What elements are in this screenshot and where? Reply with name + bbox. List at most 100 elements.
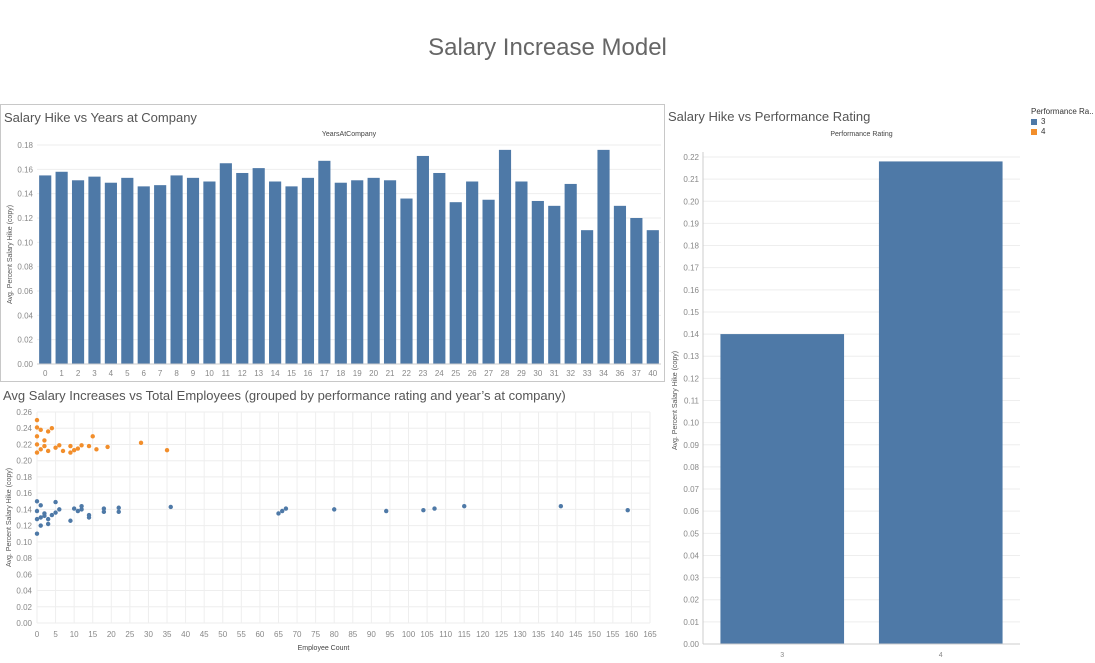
- scatter-ytick-label: 0.22: [16, 440, 32, 449]
- year-bar: [71, 180, 85, 364]
- year-bar: [433, 172, 446, 364]
- year-bar: [252, 168, 265, 364]
- perf-ytick-label: 0.01: [683, 618, 699, 627]
- perf-column-header: Performance Rating: [830, 131, 892, 138]
- year-bar: [219, 163, 232, 364]
- year-tick-label: 8: [174, 369, 179, 378]
- scatter-point-rating-4: [53, 445, 58, 450]
- scatter-point-rating-4: [68, 450, 73, 455]
- year-bar: [482, 199, 495, 364]
- legend-item-3[interactable]: 3: [1031, 117, 1094, 126]
- scatter-ytick-label: 0.26: [16, 408, 32, 417]
- year-tick-label: 21: [386, 369, 395, 378]
- year-bar: [581, 230, 594, 364]
- scatter-point-rating-4: [90, 434, 95, 439]
- perf-ytick-label: 0.02: [683, 596, 699, 605]
- scatter-point-rating-4: [42, 443, 47, 449]
- year-tick-label: 0: [43, 369, 48, 378]
- scatter-point-rating-3: [101, 509, 107, 515]
- scatter-ytick-label: 0.12: [16, 522, 32, 531]
- scatter-ytick-label: 0.18: [16, 473, 32, 482]
- year-bar: [154, 185, 167, 364]
- year-bar: [531, 200, 544, 364]
- scatter-ytick-label: 0.20: [16, 457, 32, 466]
- scatter-xtick-label: 80: [330, 630, 339, 639]
- scatter-xtick-label: 0: [35, 630, 40, 639]
- perf-ytick-label: 0.13: [683, 352, 699, 361]
- scatter-xtick-label: 145: [569, 630, 583, 639]
- year-tick-label: 29: [517, 369, 526, 378]
- scatter-point-rating-3: [75, 508, 81, 514]
- years-column-header: YearsAtCompany: [322, 131, 377, 138]
- perf-tick-label: 4: [939, 652, 943, 659]
- year-tick-label: 11: [222, 369, 231, 378]
- years-ytick-label: 0.06: [17, 287, 33, 296]
- perf-ytick-label: 0.19: [683, 219, 699, 228]
- year-tick-label: 40: [648, 369, 657, 378]
- year-bar: [121, 177, 134, 364]
- scatter-point-rating-3: [116, 505, 121, 510]
- scatter-point-rating-4: [71, 447, 77, 453]
- years-at-company-panel: Salary Hike vs Years at Company YearsAtC…: [0, 104, 665, 382]
- scatter-point-rating-4: [34, 417, 40, 423]
- legend-swatch-4: [1031, 128, 1037, 135]
- scatter-xtick-label: 160: [625, 630, 639, 639]
- year-tick-label: 15: [287, 369, 296, 378]
- years-ytick-label: 0.18: [17, 141, 33, 150]
- perf-ytick-label: 0.09: [683, 441, 699, 450]
- years-ytick-label: 0.10: [17, 238, 33, 247]
- scatter-panel: Avg Salary Increases vs Total Employees …: [0, 383, 665, 663]
- scatter-xtick-label: 120: [476, 630, 490, 639]
- year-bar: [466, 181, 479, 364]
- employee-count-scatter-chart: 0.00 0.02 0.04 0.06 0.08 0.10 0.12 0.14 0.16 0.18…: [6, 408, 657, 652]
- scatter-xtick-label: 15: [88, 630, 97, 639]
- year-tick-label: 1: [59, 369, 64, 378]
- scatter-xtick-label: 100: [402, 630, 416, 639]
- scatter-xtick-label: 135: [532, 630, 546, 639]
- year-tick-label: 20: [369, 369, 378, 378]
- scatter-xtick-label: 70: [293, 630, 302, 639]
- scatter-point-rating-3: [38, 503, 43, 508]
- scatter-point-rating-3: [38, 515, 43, 520]
- scatter-point-rating-4: [68, 443, 73, 449]
- perf-ytick-label: 0.07: [683, 485, 699, 494]
- perf-ytick-label: 0.06: [683, 507, 699, 516]
- scatter-xtick-label: 130: [513, 630, 527, 639]
- years-ytick-label: 0.04: [17, 311, 33, 320]
- scatter-point-rating-3: [71, 506, 77, 511]
- year-tick-label: 23: [418, 369, 427, 378]
- performance-legend[interactable]: Performance Ra.. 3 4: [1031, 107, 1094, 136]
- scatter-point-rating-3: [101, 506, 107, 511]
- year-tick-label: 13: [254, 369, 263, 378]
- perf-ytick-label: 0.22: [683, 153, 699, 162]
- year-bar: [498, 149, 512, 364]
- scatter-point-rating-4: [79, 443, 84, 448]
- year-tick-label: 24: [435, 369, 444, 378]
- scatter-point-rating-3: [34, 499, 40, 504]
- year-tick-label: 16: [303, 369, 312, 378]
- scatter-point-rating-3: [558, 503, 564, 509]
- scatter-ytick-label: 0.00: [16, 619, 32, 628]
- year-tick-label: 19: [353, 369, 362, 378]
- scatter-point-rating-3: [283, 506, 289, 511]
- year-bar: [39, 175, 52, 364]
- year-tick-label: 10: [205, 369, 214, 378]
- scatter-xtick-label: 105: [420, 630, 434, 639]
- perf-ytick-label: 0.04: [683, 551, 699, 560]
- scatter-xtick-label: 95: [385, 630, 394, 639]
- perf-chart-title: Salary Hike vs Performance Rating: [668, 109, 871, 124]
- scatter-xtick-label: 115: [458, 630, 471, 639]
- perf-y-axis-label: Avg. Percent Salary Hike (copy): [672, 351, 679, 450]
- perf-ytick-label: 0.14: [683, 330, 699, 339]
- year-bar: [334, 182, 347, 364]
- years-ytick-label: 0.14: [17, 190, 33, 199]
- year-bar: [383, 180, 397, 364]
- year-bar: [203, 181, 216, 364]
- year-tick-label: 32: [566, 369, 575, 378]
- scatter-point-rating-4: [45, 448, 51, 454]
- legend-item-4[interactable]: 4: [1031, 127, 1094, 136]
- scatter-xtick-label: 140: [550, 630, 564, 639]
- perf-ytick-label: 0.05: [683, 529, 699, 538]
- scatter-ytick-label: 0.24: [16, 424, 32, 433]
- scatter-point-rating-4: [38, 427, 43, 433]
